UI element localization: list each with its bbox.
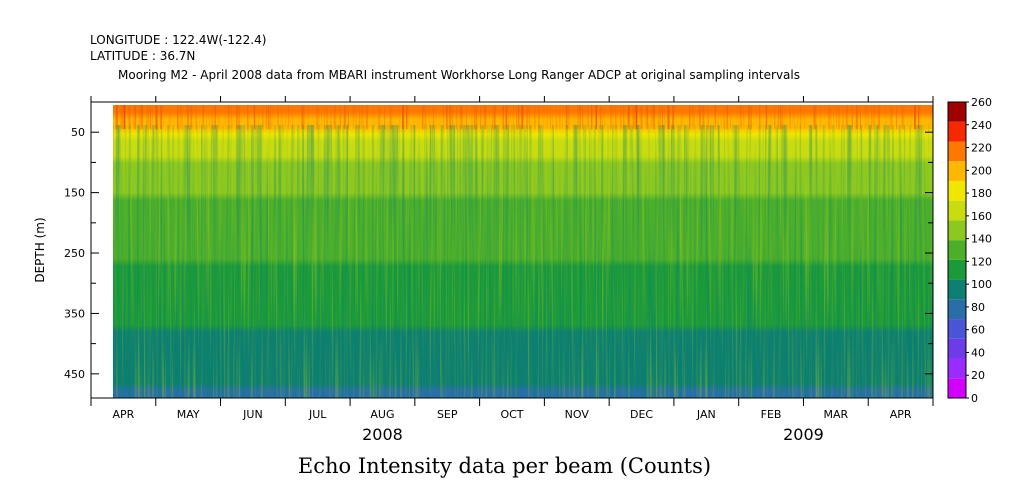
colorbar-tick-label: 200 [971, 164, 992, 177]
colorbar-swatch [948, 180, 966, 201]
x-month-label: DEC [630, 408, 653, 421]
x-month-label: SEP [437, 408, 458, 421]
colorbar-tick-label: 80 [971, 301, 985, 314]
colorbar-swatch [948, 358, 966, 379]
x-month-label: NOV [565, 408, 590, 421]
colorbar-swatch [948, 161, 966, 181]
colorbar-swatch [948, 338, 966, 359]
colorbar-swatch [948, 102, 966, 122]
x-month-label: MAY [177, 408, 200, 421]
x-year-label: 2009 [783, 425, 824, 444]
y-tick-label: 150 [64, 187, 85, 200]
colorbar-tick-label: 160 [971, 210, 992, 223]
colorbar-swatch [948, 200, 966, 221]
y-tick-label: 350 [64, 307, 85, 320]
colorbar-tick-label: 40 [971, 346, 985, 359]
colorbar-tick-label: 140 [971, 233, 992, 246]
colorbar-tick-label: 260 [971, 96, 992, 109]
footer-title: Echo Intensity data per beam (Counts) [297, 454, 712, 478]
chart-axes: 50 150 250 350 450 DEPTH (m) APR MAY JUN JUL AUG SE… [33, 96, 934, 444]
y-tick-label: 450 [64, 368, 85, 381]
heatmap-area [113, 105, 933, 398]
colorbar: 0 20 40 60 80 100 120 140 160 180 200 220 240 260 [947, 96, 992, 405]
colorbar-tick-label: 20 [971, 369, 985, 382]
x-month-label: FEB [761, 408, 782, 421]
chart-title: Mooring M2 - April 2008 data from MBARI … [118, 68, 800, 82]
x-month-label: JUL [308, 408, 327, 421]
colorbar-tick-label: 0 [971, 392, 978, 405]
y-axis-label: DEPTH (m) [33, 217, 47, 282]
colorbar-swatch [948, 279, 966, 300]
colorbar-swatch [948, 299, 966, 320]
colorbar-frame [947, 101, 967, 399]
colorbar-swatch [948, 319, 966, 339]
heatmap-streaks-surface [113, 105, 933, 130]
colorbar-swatch [948, 141, 966, 162]
x-year-label: 2008 [362, 425, 403, 444]
colorbar-swatch [948, 259, 966, 280]
colorbar-tick-label: 220 [971, 142, 992, 155]
colorbar-swatch [948, 121, 966, 142]
x-month-label: AUG [370, 408, 394, 421]
y-tick-label: 250 [64, 247, 85, 260]
y-tick-label: 50 [71, 126, 85, 139]
x-month-label: JUN [242, 408, 263, 421]
x-month-label: APR [112, 408, 134, 421]
x-month-label: JAN [696, 408, 716, 421]
colorbar-tick-label: 60 [971, 324, 985, 337]
x-month-label: APR [890, 408, 912, 421]
colorbar-tick-label: 240 [971, 119, 992, 132]
colorbar-swatch [948, 240, 966, 260]
colorbar-tick-label: 100 [971, 278, 992, 291]
x-month-label: MAR [824, 408, 849, 421]
colorbar-tick-label: 180 [971, 187, 992, 200]
colorbar-swatch [948, 220, 966, 241]
colorbar-swatch [948, 378, 966, 398]
latitude-label: LATITUDE : 36.7N [90, 49, 196, 63]
colorbar-tick-label: 120 [971, 255, 992, 268]
x-month-label: OCT [500, 408, 523, 421]
plot-frame [90, 101, 934, 399]
longitude-label: LONGITUDE : 122.4W(-122.4) [90, 33, 267, 47]
heatmap-streaks-light [113, 105, 933, 398]
